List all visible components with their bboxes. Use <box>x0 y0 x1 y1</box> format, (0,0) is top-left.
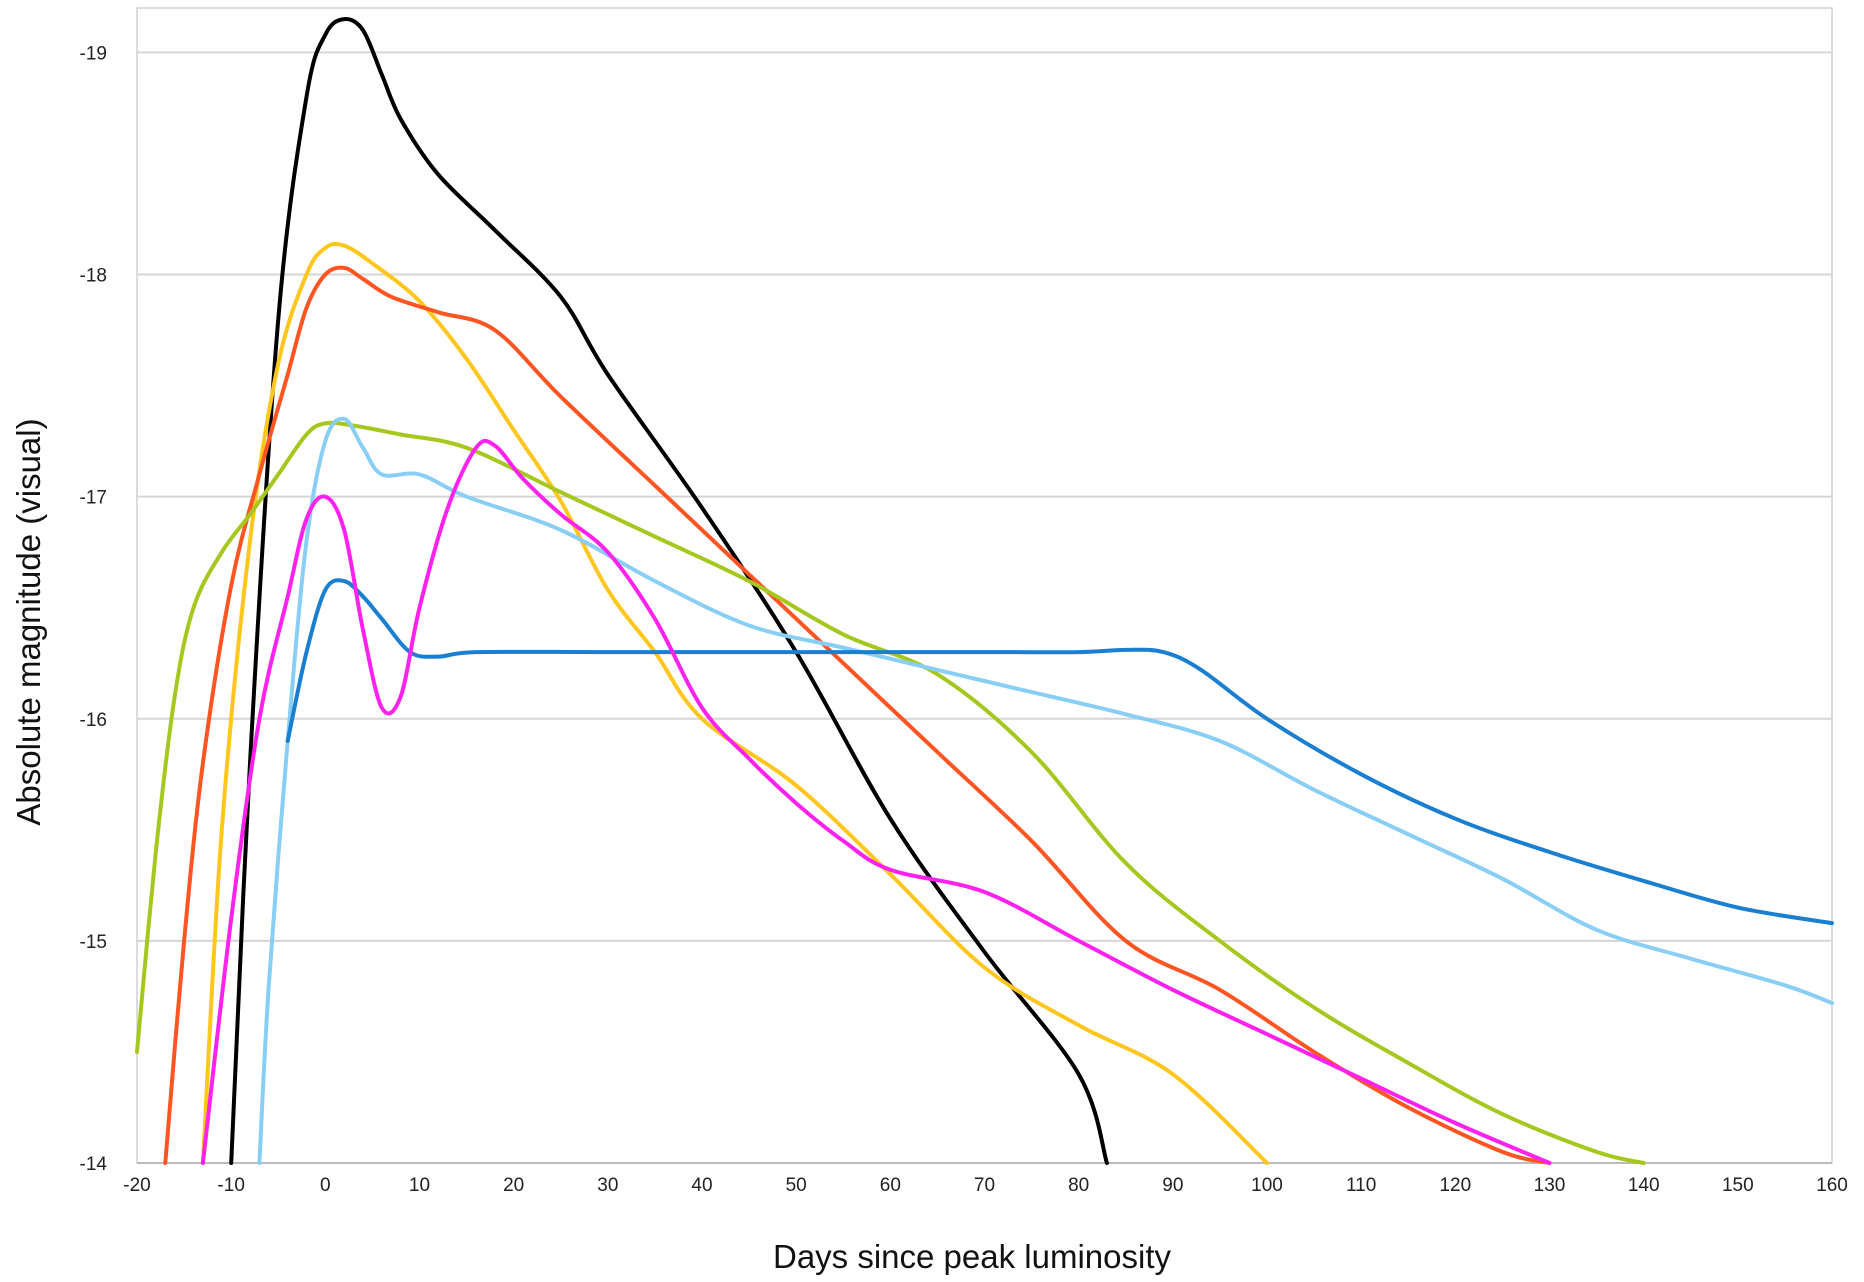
y-tick-label: -18 <box>80 266 107 287</box>
x-tick-label: 60 <box>880 1175 901 1196</box>
x-tick-label: 140 <box>1628 1175 1660 1196</box>
series-line-4 <box>135 420 1646 1165</box>
x-tick-label: 130 <box>1534 1175 1566 1196</box>
x-tick-label: 80 <box>1068 1175 1089 1196</box>
x-tick-label: 50 <box>786 1175 807 1196</box>
series-line-2 <box>200 241 1269 1165</box>
series-line-1 <box>229 17 1109 1165</box>
y-tick-label: -19 <box>80 43 107 64</box>
series-line-7 <box>200 438 1552 1165</box>
x-tick-label: 30 <box>597 1175 618 1196</box>
series-line-5 <box>257 416 1834 1165</box>
series-layer <box>135 17 1834 1165</box>
x-tick-label: 0 <box>320 1175 331 1196</box>
y-tick-labels: -14 -15 -16 -17 -18 -19 <box>80 43 108 1175</box>
plot-frame <box>136 7 1833 1164</box>
x-tick-label: -20 <box>123 1175 150 1196</box>
x-tick-labels: -20 -10 0 10 20 30 40 50 60 70 80 90 100 110 120 130 140… <box>123 1175 1848 1196</box>
series-line-3 <box>163 265 1552 1165</box>
x-tick-label: 70 <box>974 1175 995 1196</box>
grid-layer <box>136 7 1833 1164</box>
y-axis-title: Absolute magnitude (visual) <box>10 418 47 825</box>
x-tick-label: 10 <box>409 1175 430 1196</box>
x-tick-label: 160 <box>1816 1175 1848 1196</box>
x-tick-label: 40 <box>691 1175 712 1196</box>
y-tick-label: -14 <box>80 1154 108 1175</box>
x-tick-label: 120 <box>1439 1175 1471 1196</box>
x-axis-title: Days since peak luminosity <box>773 1238 1171 1275</box>
y-tick-label: -16 <box>80 710 107 731</box>
x-tick-label: 20 <box>503 1175 524 1196</box>
x-tick-label: 100 <box>1251 1175 1283 1196</box>
series-line-6 <box>285 578 1834 926</box>
x-tick-label: 110 <box>1346 1175 1376 1196</box>
x-tick-label: 150 <box>1722 1175 1754 1196</box>
y-tick-label: -15 <box>80 932 107 953</box>
y-tick-label: -17 <box>80 488 107 509</box>
x-tick-label: 90 <box>1162 1175 1183 1196</box>
x-tick-label: -10 <box>217 1175 244 1196</box>
